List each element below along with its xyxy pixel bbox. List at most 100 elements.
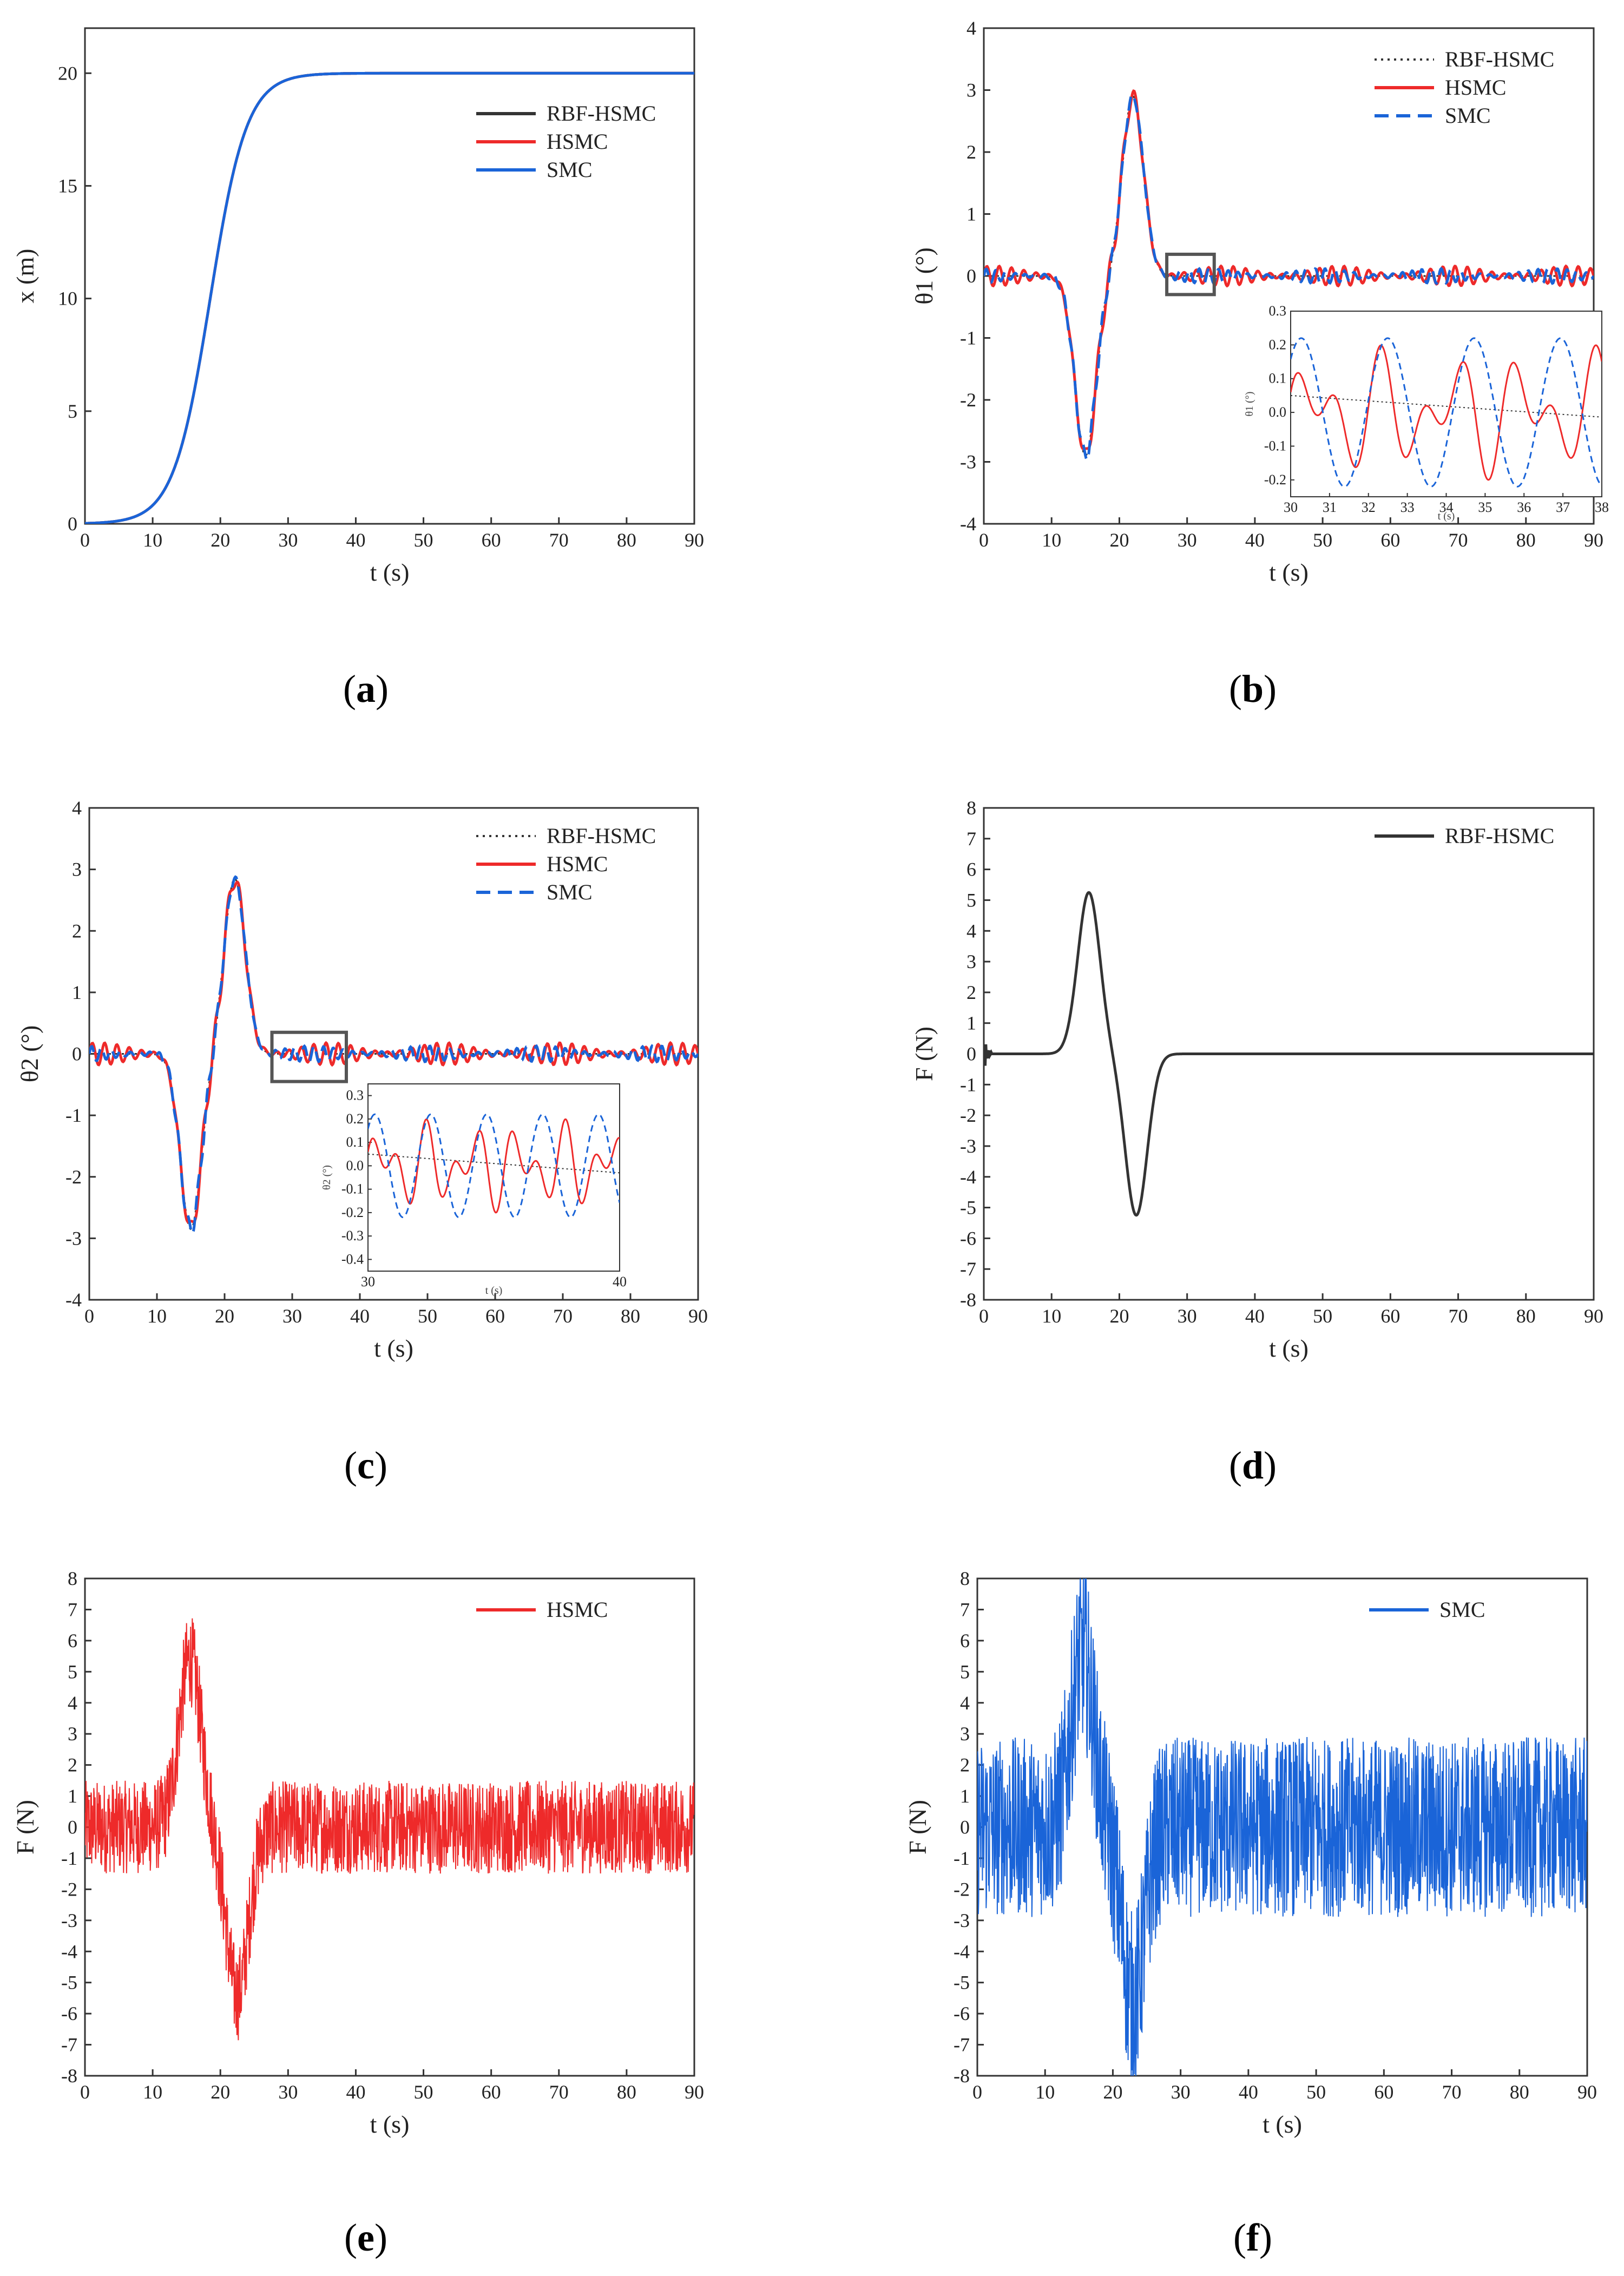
x-tick-label: 70 [1449,529,1468,551]
x-tick-label: 20 [1109,529,1129,551]
y-tick-label: -5 [61,1972,77,1994]
y-tick-label: -2 [61,1878,77,1900]
x-tick-label: 40 [346,2081,365,2103]
y-axis-label: F (N) [904,1800,931,1854]
x-tick-label: 90 [1584,1305,1603,1327]
panel-c-theta2-plot: 0 10 20 30 40 50 60 70 80 90 -4 -3 -2 -1 0 1 2 3 4 t (s) θ2 … [16,797,708,1362]
x-tick-label: 70 [553,1305,573,1327]
y-tick-label: -7 [61,2034,77,2056]
x-tick-label: 30 [278,529,298,551]
inset-x-tick-label: 36 [1517,499,1531,515]
y-tick-label: -1 [960,1074,976,1095]
x-tick-label: 0 [979,529,989,551]
legend-label-smc: SMC [1439,1597,1485,1622]
y-tick-label: 3 [960,1723,970,1745]
inset-x-tick-label: 32 [1362,499,1376,515]
inset-y-tick-label: -0.3 [341,1228,364,1244]
y-tick-label: 7 [966,828,976,850]
x-tick-label: 70 [549,2081,569,2103]
caption-paren: ) [374,2216,387,2259]
y-tick-label: 8 [966,797,976,819]
x-tick-label: 10 [143,2081,162,2103]
x-tick-label: 0 [80,529,90,551]
x-tick-label: 20 [1109,1305,1129,1327]
x-tick-label: 60 [1374,2081,1393,2103]
inset-y-tick-label: -0.1 [1264,438,1286,453]
y-tick-label: -3 [65,1227,82,1249]
y-tick-label: -5 [954,1972,970,1994]
y-tick-label: 6 [966,859,976,880]
caption-letter: f [1246,2216,1260,2259]
y-tick-label: -1 [954,1847,970,1869]
y-tick-label: 4 [960,1692,970,1714]
y-tick-label: 2 [72,920,82,942]
inset-x-tick-label: 31 [1323,499,1337,515]
x-tick-label: 90 [685,2081,704,2103]
caption-letter: e [357,2216,374,2259]
y-tick-label: -2 [960,1104,976,1126]
x-tick-label: 70 [1449,1305,1468,1327]
caption-paren: ) [1264,667,1277,711]
y-tick-label: 10 [58,288,77,310]
y-tick-label: 2 [966,141,976,163]
x-axis-label: t (s) [1269,1334,1309,1362]
y-tick-label: 20 [58,62,77,84]
x-tick-label: 60 [1380,1305,1400,1327]
panel-e-hsmc-force-plot: 0 10 20 30 40 50 60 70 80 90 -8 -7 -6 -5 -4 -3 -2 -1 0 1 2 3 4… [11,1568,704,2138]
y-tick-label: -6 [960,1227,976,1249]
y-tick-label: 1 [72,982,82,1003]
inset-y-tick-label: 0.1 [346,1134,364,1150]
panel-d-rbf-force-plot: 0 10 20 30 40 50 60 70 80 90 -8 -7 -6 -5 -4 -3 -2 -1 0 1 2 3 4… [910,797,1603,1362]
inset-series-line-smc [368,1113,620,1219]
y-tick-label: 0 [68,1817,77,1838]
y-tick-label: 3 [966,951,976,972]
y-tick-label: 3 [68,1723,77,1745]
x-tick-label: 80 [621,1305,640,1327]
y-axis-label: θ2 (°) [16,1025,43,1083]
legend-label-hsmc: HSMC [547,1597,608,1622]
plot-frame [84,27,695,525]
x-tick-label: 90 [688,1305,708,1327]
inset-y-tick-label: 0.1 [1269,371,1287,386]
y-tick-label: -4 [65,1289,82,1311]
inset-x-tick-label: 38 [1595,499,1609,515]
y-tick-label: -7 [960,1258,976,1280]
inset-series-line-rbf-hsmc [368,1153,620,1174]
y-tick-label: -2 [65,1166,82,1188]
y-tick-label: 6 [68,1630,77,1652]
caption-letter: c [357,1444,374,1487]
x-tick-label: 50 [414,2081,433,2103]
y-tick-label: 0 [68,513,77,535]
y-tick-label: 4 [966,17,976,39]
y-tick-label: 0 [966,1043,976,1065]
y-tick-label: 8 [68,1568,77,1589]
x-tick-label: 60 [1380,529,1400,551]
x-tick-label: 80 [1516,1305,1536,1327]
y-tick-label: -5 [960,1197,976,1219]
zoom-box [1165,252,1216,297]
y-tick-label: 15 [58,175,77,196]
y-tick-label: -4 [960,1166,976,1188]
caption-letter: a [356,667,376,711]
legend-label-rbf-hsmc: RBF-HSMC [547,824,656,848]
y-axis-label: θ1 (°) [910,247,938,305]
caption-e: (e) [344,2216,387,2259]
caption-b: (b) [1229,667,1277,711]
y-tick-label: -3 [960,1135,976,1157]
legend-label-rbf-hsmc: RBF-HSMC [1445,824,1554,848]
caption-paren: ( [344,2216,357,2259]
series-line-rbf-hsmc [984,95,1594,457]
x-tick-label: 30 [278,2081,298,2103]
y-axis-label: F (N) [910,1027,938,1081]
y-tick-label: 5 [68,1661,77,1682]
y-tick-label: -1 [65,1104,82,1126]
x-tick-label: 40 [1245,529,1265,551]
legend-label-smc: SMC [547,157,593,182]
x-tick-label: 10 [143,529,162,551]
y-tick-label: -8 [61,2065,77,2087]
inset-x-axis-label: t (s) [485,1285,503,1297]
y-tick-label: 0 [966,265,976,287]
x-tick-label: 50 [1313,529,1332,551]
y-tick-label: 2 [960,1754,970,1776]
